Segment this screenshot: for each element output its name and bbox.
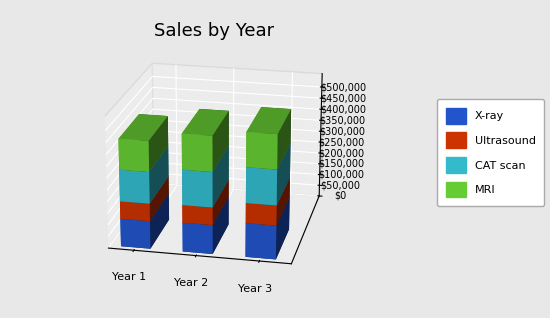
Title: Sales by Year: Sales by Year — [155, 22, 274, 40]
Legend: X-ray, Ultrasound, CAT scan, MRI: X-ray, Ultrasound, CAT scan, MRI — [437, 99, 544, 206]
